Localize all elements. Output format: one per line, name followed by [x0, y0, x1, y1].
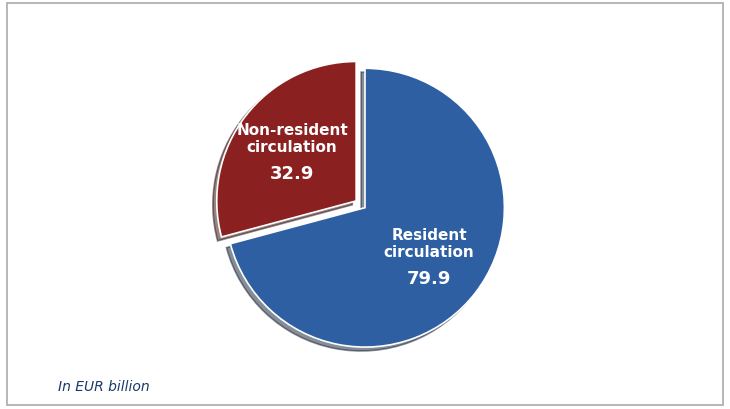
Wedge shape [217, 62, 356, 237]
Wedge shape [231, 69, 504, 347]
Text: 32.9: 32.9 [270, 164, 314, 182]
Text: In EUR billion: In EUR billion [58, 379, 150, 393]
Text: Resident
circulation: Resident circulation [384, 227, 474, 260]
Text: 79.9: 79.9 [407, 269, 451, 287]
Text: Non-resident
circulation: Non-resident circulation [236, 122, 348, 155]
